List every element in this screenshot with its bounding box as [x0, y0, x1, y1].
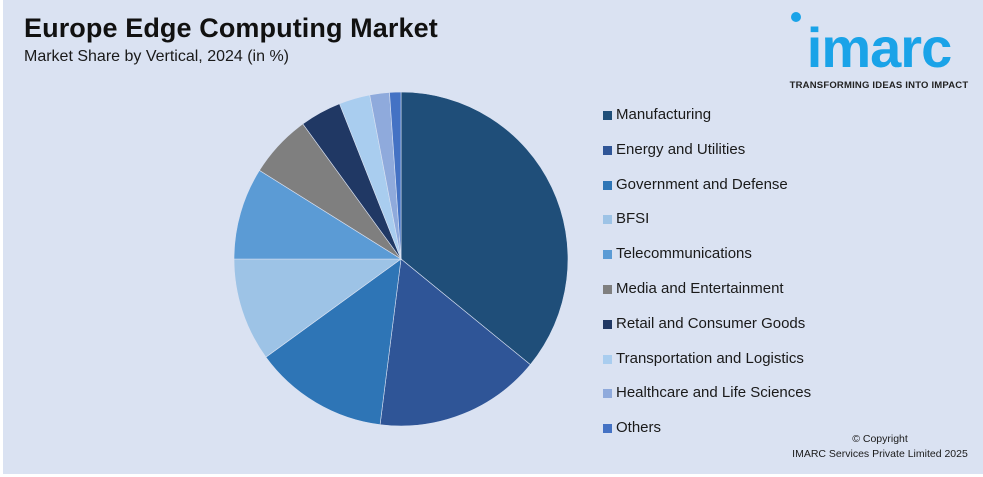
legend-swatch-icon — [603, 354, 612, 364]
logo-dot-icon — [791, 12, 801, 22]
legend-swatch-icon — [603, 319, 612, 329]
pie-slice-others — [389, 91, 402, 260]
legend-item-government-and-defense: Government and Defense — [603, 176, 811, 211]
pie-slice-manufacturing — [400, 91, 569, 366]
copyright-notice: © Copyright IMARC Services Private Limit… — [790, 432, 970, 462]
legend-label: BFSI — [616, 210, 650, 228]
legend-swatch-icon — [603, 284, 612, 294]
pie-slice-energy-and-utilities — [379, 258, 531, 427]
legend-swatch-icon — [603, 424, 612, 434]
legend-item-healthcare-and-life-sciences: Healthcare and Life Sciences — [603, 384, 811, 419]
legend-swatch-icon — [603, 250, 612, 260]
copyright-line-1: © Copyright — [852, 433, 908, 445]
legend-label: Transportation and Logistics — [616, 349, 804, 367]
legend-item-energy-and-utilities: Energy and Utilities — [603, 141, 811, 176]
legend-item-retail-and-consumer-goods: Retail and Consumer Goods — [603, 315, 811, 350]
legend-item-media-and-entertainment: Media and Entertainment — [603, 280, 811, 315]
legend-item-manufacturing: Manufacturing — [603, 106, 811, 141]
legend-item-others: Others — [603, 419, 811, 454]
legend-label: Manufacturing — [616, 106, 712, 123]
legend-label: Energy and Utilities — [616, 140, 746, 158]
legend-swatch-icon — [603, 180, 612, 190]
pie-slice-telecommunications — [233, 169, 403, 260]
chart-legend: Manufacturing Energy and Utilities Governm… — [603, 106, 811, 454]
legend-item-bfsi: BFSI — [603, 210, 811, 245]
pie-slice-government-and-defense — [265, 258, 402, 426]
legend-swatch-icon — [603, 389, 612, 399]
legend-label: Retail and Consumer Goods — [616, 314, 806, 332]
logo-tagline: TRANSFORMING IDEAS INTO IMPACT — [789, 80, 969, 91]
chart-title: Europe Edge Computing Market — [24, 13, 438, 43]
legend-swatch-icon — [603, 145, 612, 155]
legend-swatch-icon — [603, 111, 612, 120]
legend-label: Government and Defense — [616, 175, 788, 193]
legend-item-telecommunications: Telecommunications — [603, 245, 811, 280]
legend-label: Media and Entertainment — [616, 279, 784, 297]
legend-item-transportation-and-logistics: Transportation and Logistics — [603, 350, 811, 385]
legend-label: Others — [616, 419, 662, 437]
legend-label: Healthcare and Life Sciences — [616, 384, 812, 402]
logo-wordmark: imarc — [806, 16, 952, 79]
imarc-logo: imarc TRANSFORMING IDEAS INTO IMPACT — [784, 10, 974, 95]
chart-subtitle: Market Share by Vertical, 2024 (in %) — [24, 48, 290, 65]
copyright-line-2: IMARC Services Private Limited 2025 — [792, 448, 968, 460]
pie-slice-bfsi — [233, 258, 402, 358]
legend-label: Telecommunications — [616, 245, 752, 263]
legend-swatch-icon — [603, 215, 612, 225]
